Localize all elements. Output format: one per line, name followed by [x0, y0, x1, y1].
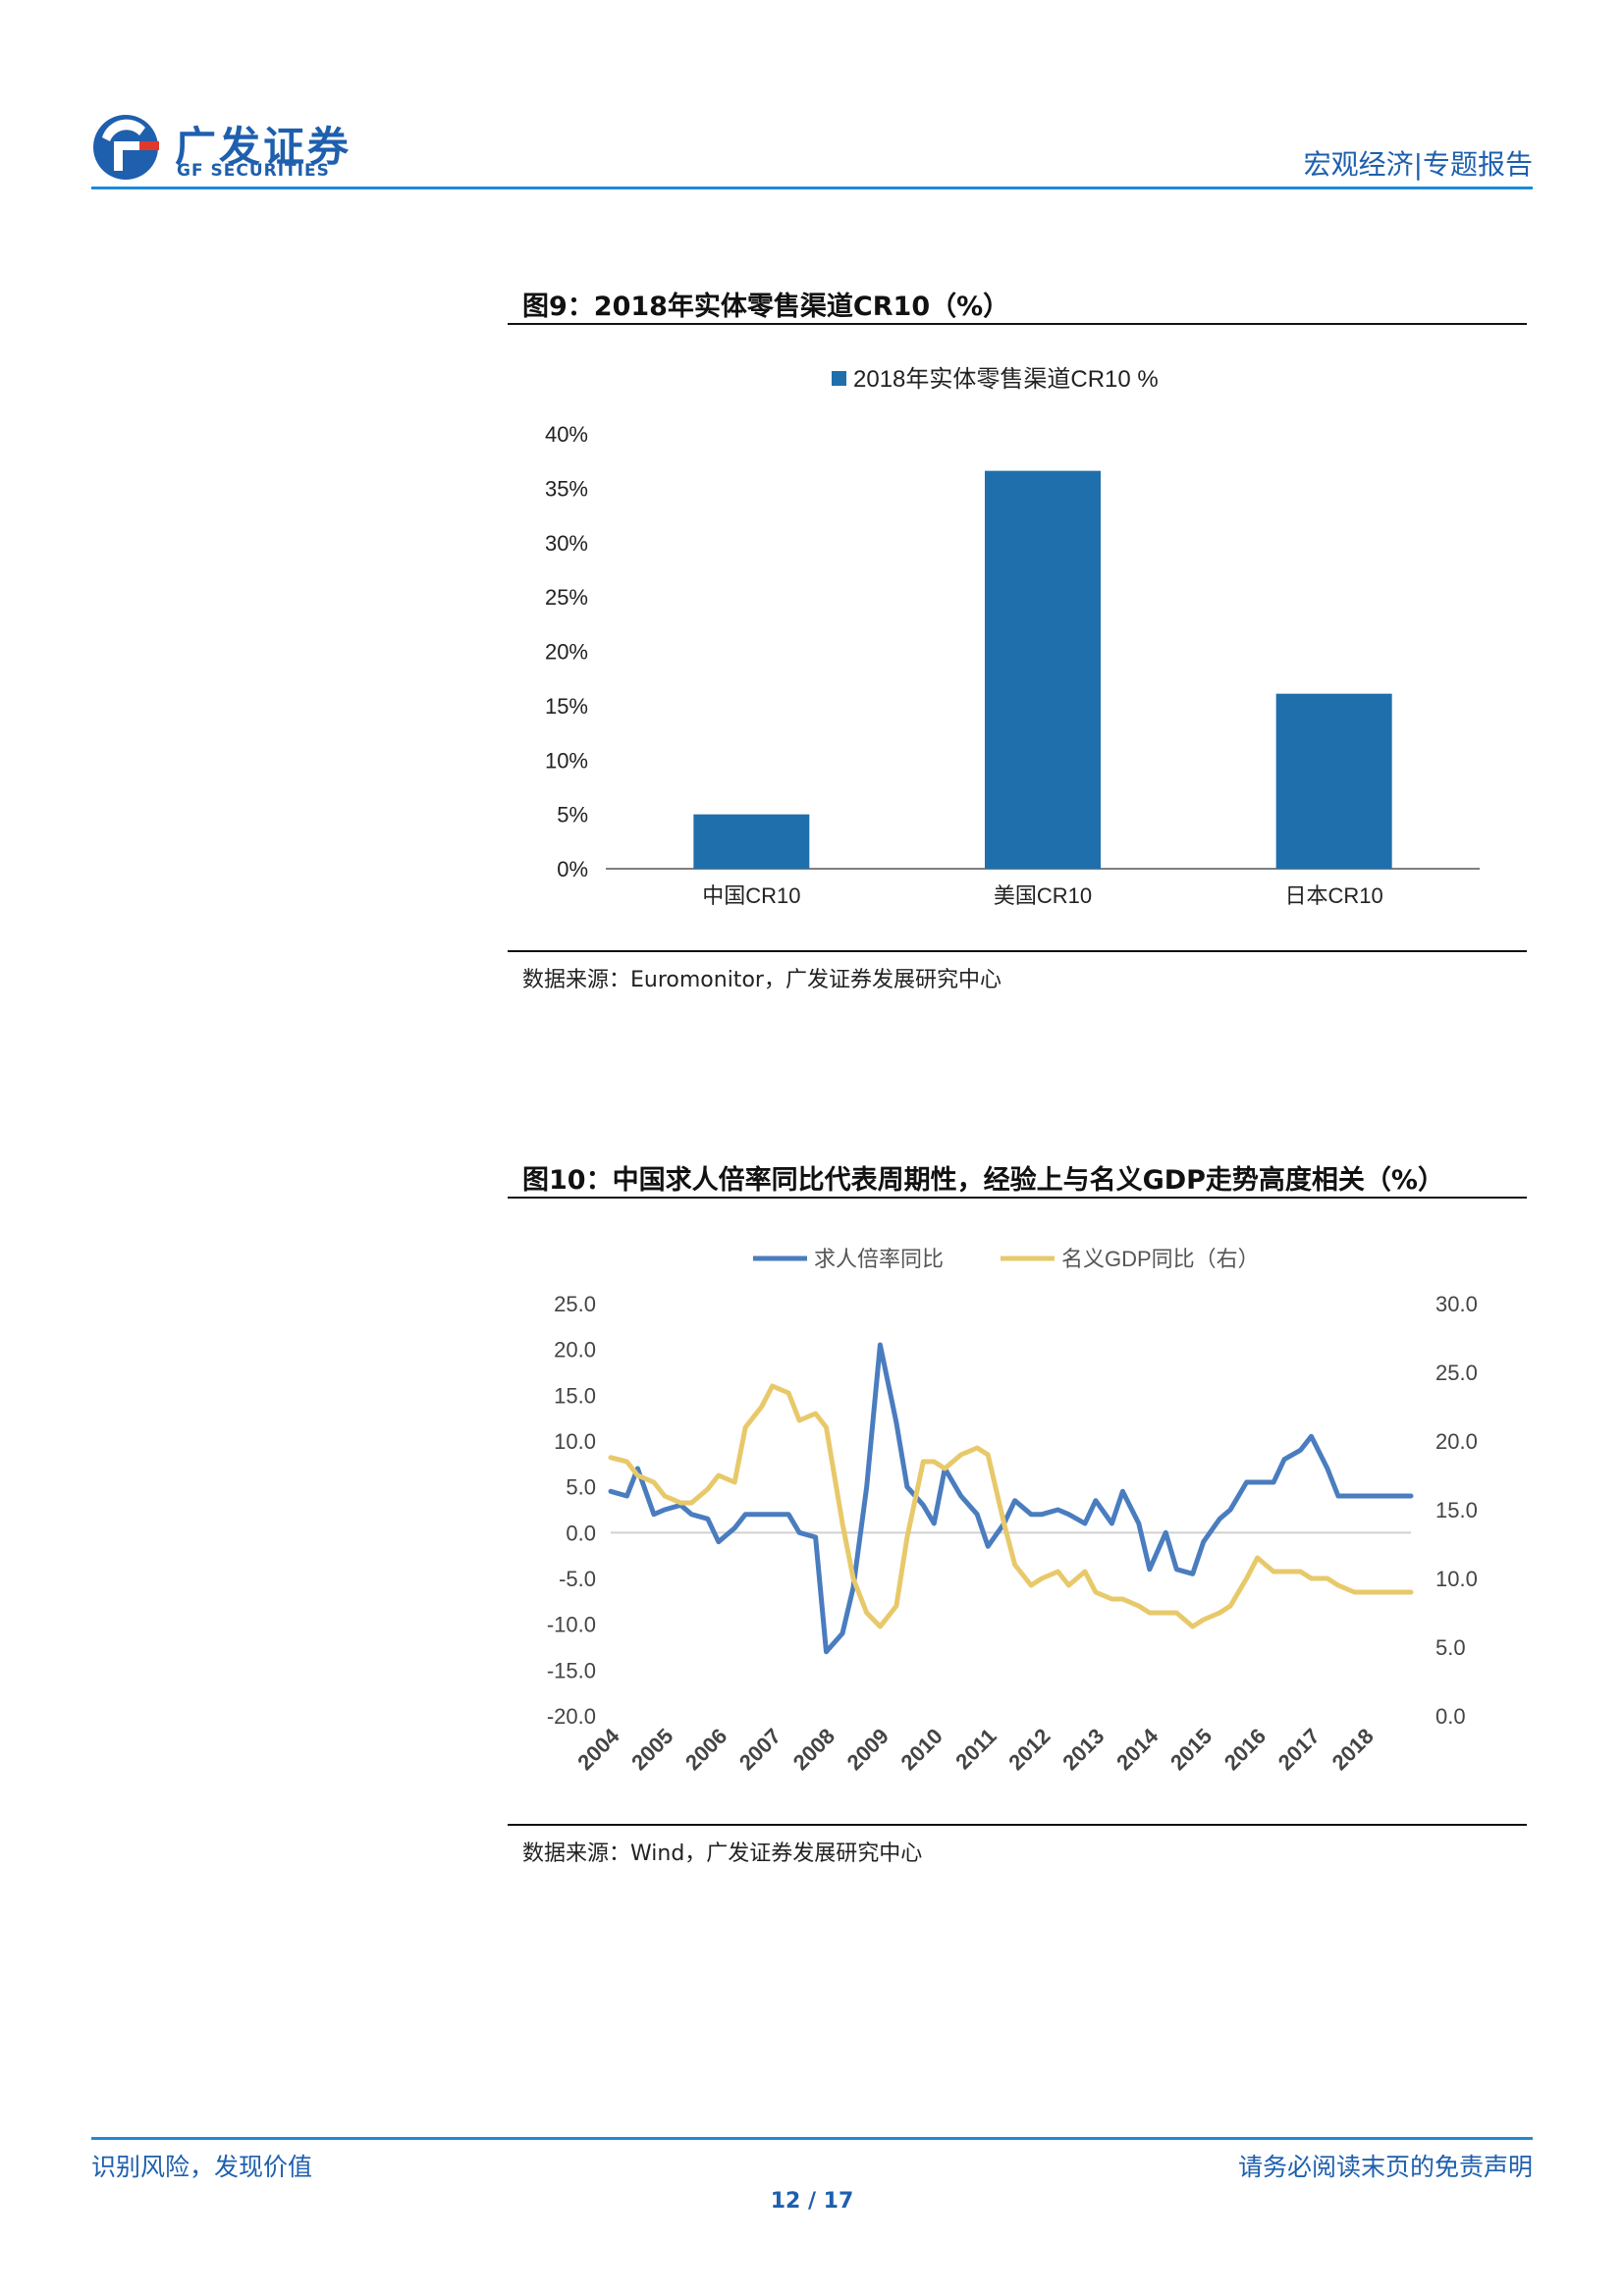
y-right-tick-label: 30.0: [1435, 1292, 1478, 1316]
logo-text-en: GF SECURITIES: [177, 161, 330, 181]
x-tick-label: 2011: [950, 1724, 1001, 1774]
figure10-bottom-rule: [508, 1824, 1527, 1826]
legend-swatch: [832, 371, 846, 386]
figure9-top-rule: [508, 323, 1527, 325]
y-right-tick-label: 5.0: [1435, 1635, 1466, 1660]
x-tick-label: 2007: [734, 1724, 785, 1775]
figure9-bottom-rule: [508, 950, 1527, 952]
y-right-tick-label: 10.0: [1435, 1567, 1478, 1591]
x-tick-label: 2008: [788, 1724, 839, 1775]
y-left-tick-label: 25.0: [554, 1292, 596, 1316]
figure9-bar-chart: 2018年实体零售渠道CR10 % 0% 5% 10% 15% 20% 25% 30% 35% 4…: [545, 366, 1480, 908]
bar-3: [1275, 693, 1392, 869]
x-tick-label: 2005: [626, 1724, 677, 1775]
y-tick-label: 10%: [545, 748, 588, 773]
y-tick-label: 15%: [545, 694, 588, 719]
y-tick-label: 35%: [545, 476, 588, 501]
section-tag: 宏观经济|专题报告: [1303, 148, 1533, 181]
x-tick-label: 美国CR10: [994, 883, 1092, 908]
x-tick-label: 2010: [896, 1724, 947, 1775]
y-left-tick-label: 0.0: [566, 1521, 596, 1545]
figure9-title: 图9：2018年实体零售渠道CR10（%）: [522, 292, 1010, 322]
figure10-source: 数据来源：Wind，广发证券发展研究中心: [522, 1842, 923, 1866]
gf-logo-icon: [93, 115, 159, 180]
series-line-1: [608, 1342, 1414, 1655]
x-tick-label: 2018: [1327, 1724, 1379, 1775]
x-tick-label: 2015: [1165, 1724, 1217, 1775]
y-tick-label: 0%: [557, 857, 588, 881]
y-left-tick-label: -10.0: [547, 1613, 596, 1637]
y-right-tick-label: 15.0: [1435, 1498, 1478, 1522]
logo-text-cn: 广发证券: [175, 123, 352, 171]
y-left-tick-label: -15.0: [547, 1658, 596, 1682]
y-right-tick-label: 25.0: [1435, 1361, 1478, 1385]
footer-slogan: 识别风险，发现价值: [91, 2153, 313, 2181]
footer-disclaimer: 请务必阅读末页的免责声明: [1237, 2153, 1533, 2181]
x-tick-label: 2009: [842, 1724, 893, 1775]
page-number: 12 / 17: [770, 2189, 854, 2214]
y-tick-label: 20%: [545, 640, 588, 665]
series-line-2: [608, 1383, 1414, 1629]
x-tick-label: 2006: [680, 1724, 731, 1775]
y-left-tick-label: -5.0: [559, 1567, 596, 1591]
y-right-tick-label: 20.0: [1435, 1429, 1478, 1454]
footer-divider: [91, 2137, 1533, 2140]
figure10-top-rule: [508, 1197, 1527, 1199]
figure9-source: 数据来源：Euromonitor，广发证券发展研究中心: [522, 968, 1001, 992]
y-left-tick-label: 20.0: [554, 1338, 596, 1362]
figure10-title: 图10：中国求人倍率同比代表周期性，经验上与名义GDP走势高度相关（%）: [522, 1165, 1444, 1196]
y-tick-label: 30%: [545, 531, 588, 556]
x-tick-label: 2013: [1057, 1724, 1109, 1775]
x-tick-label: 日本CR10: [1285, 883, 1383, 908]
x-tick-label: 2012: [1003, 1724, 1055, 1775]
y-tick-label: 5%: [557, 803, 588, 828]
y-left-tick-label: 5.0: [566, 1475, 596, 1500]
legend-label: 2018年实体零售渠道CR10 %: [853, 366, 1159, 393]
x-tick-label: 2004: [572, 1723, 624, 1775]
y-right-tick-label: 0.0: [1435, 1704, 1466, 1729]
bar-2: [985, 470, 1101, 869]
y-left-tick-label: 10.0: [554, 1429, 596, 1454]
bar-1: [693, 814, 810, 869]
x-tick-label: 2014: [1111, 1723, 1164, 1775]
y-left-tick-label: 15.0: [554, 1383, 596, 1408]
legend-label-1: 求人倍率同比: [814, 1247, 944, 1271]
figure10-line-chart: 求人倍率同比 名义GDP同比（右） 25.0 20.0 15.0 10.0 5.0 0.0 -5…: [547, 1247, 1478, 1775]
x-tick-label: 中国CR10: [702, 883, 800, 908]
y-left-tick-label: -20.0: [547, 1704, 596, 1729]
header-divider: [91, 187, 1533, 189]
x-tick-label: 2016: [1219, 1724, 1271, 1775]
x-tick-label: 2017: [1273, 1724, 1325, 1775]
page-header: 广发证券 GF SECURITIES 宏观经济|专题报告: [0, 0, 1624, 196]
y-tick-label: 25%: [545, 585, 588, 610]
legend-label-2: 名义GDP同比（右）: [1061, 1247, 1260, 1271]
y-tick-label: 40%: [545, 422, 588, 447]
